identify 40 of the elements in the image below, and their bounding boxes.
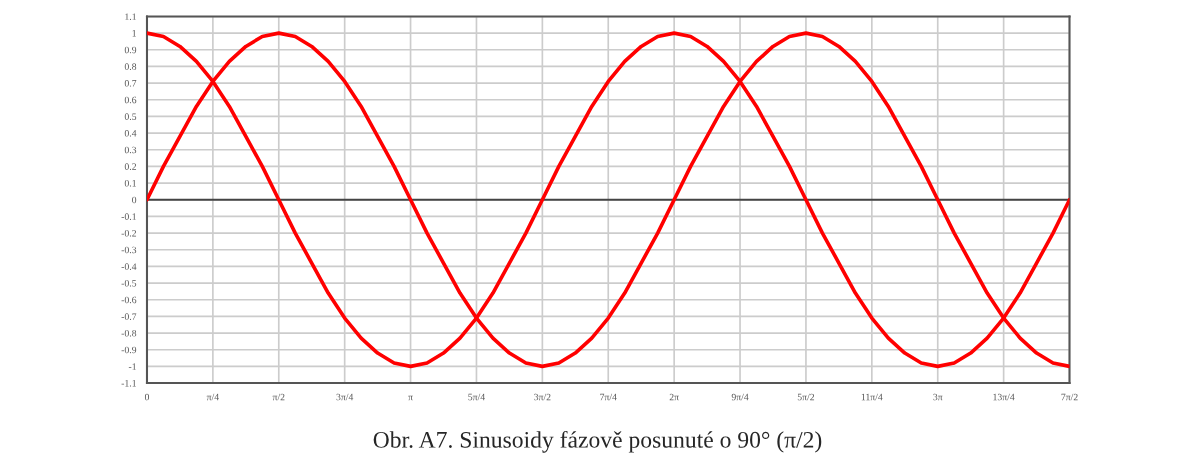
x-tick-label: 3π/2 xyxy=(534,393,551,401)
x-tick-label: 9π/4 xyxy=(731,393,749,401)
y-tick-label: 1 xyxy=(132,30,136,37)
x-tick-label: 2π xyxy=(669,393,679,401)
x-tick-label: 7π/2 xyxy=(1061,393,1078,401)
x-tick-label: π/4 xyxy=(206,393,219,401)
x-tick-label: 5π/2 xyxy=(797,393,815,401)
y-tick-label: 0.6 xyxy=(124,96,137,104)
x-tick-label: 3π xyxy=(933,393,943,401)
y-tick-label: 0.5 xyxy=(124,113,137,120)
x-tick-label: 3π/4 xyxy=(336,393,354,401)
y-tick-label: 0.4 xyxy=(124,130,137,137)
y-tick-label: -0.3 xyxy=(121,246,137,254)
y-tick-label: 0.8 xyxy=(124,63,137,70)
y-tick-label: -1 xyxy=(128,363,136,370)
y-tick-label: -0.2 xyxy=(121,229,137,237)
y-tick-label: 1.1 xyxy=(125,13,136,20)
y-tick-label: 0.7 xyxy=(124,80,137,87)
x-tick-label: 0 xyxy=(144,393,150,401)
x-tick-label: 7π/4 xyxy=(600,393,617,401)
y-tick-label: -0.1 xyxy=(121,213,136,220)
x-tick-label: π/2 xyxy=(272,393,285,401)
y-tick-label: -0.8 xyxy=(121,329,137,337)
text: Obr. A7. Sinusoidy fázově posunuté o 90° (π/2) xyxy=(373,430,822,453)
y-tick-label: -0.9 xyxy=(121,346,137,354)
y-tick-label: 0.1 xyxy=(124,179,136,187)
y-tick-label: -0.7 xyxy=(121,313,137,320)
y-tick-label: 0.3 xyxy=(124,146,137,154)
x-tick-label: π xyxy=(408,395,413,401)
y-tick-label: 0 xyxy=(132,196,137,204)
y-tick-label: -0.6 xyxy=(121,296,137,304)
y-tick-label: 0.9 xyxy=(124,46,137,54)
y-tick-label: -0.4 xyxy=(121,263,137,270)
x-tick-label: 11π/4 xyxy=(861,393,883,401)
y-tick-label: -0.5 xyxy=(121,279,137,287)
line-series xyxy=(146,31,1070,369)
y-tick-label: 0.2 xyxy=(124,163,137,170)
x-tick-label: 5π/4 xyxy=(468,393,485,401)
x-tick-label: 13π/4 xyxy=(993,393,1015,401)
y-tick-label: -1.1 xyxy=(121,380,136,387)
